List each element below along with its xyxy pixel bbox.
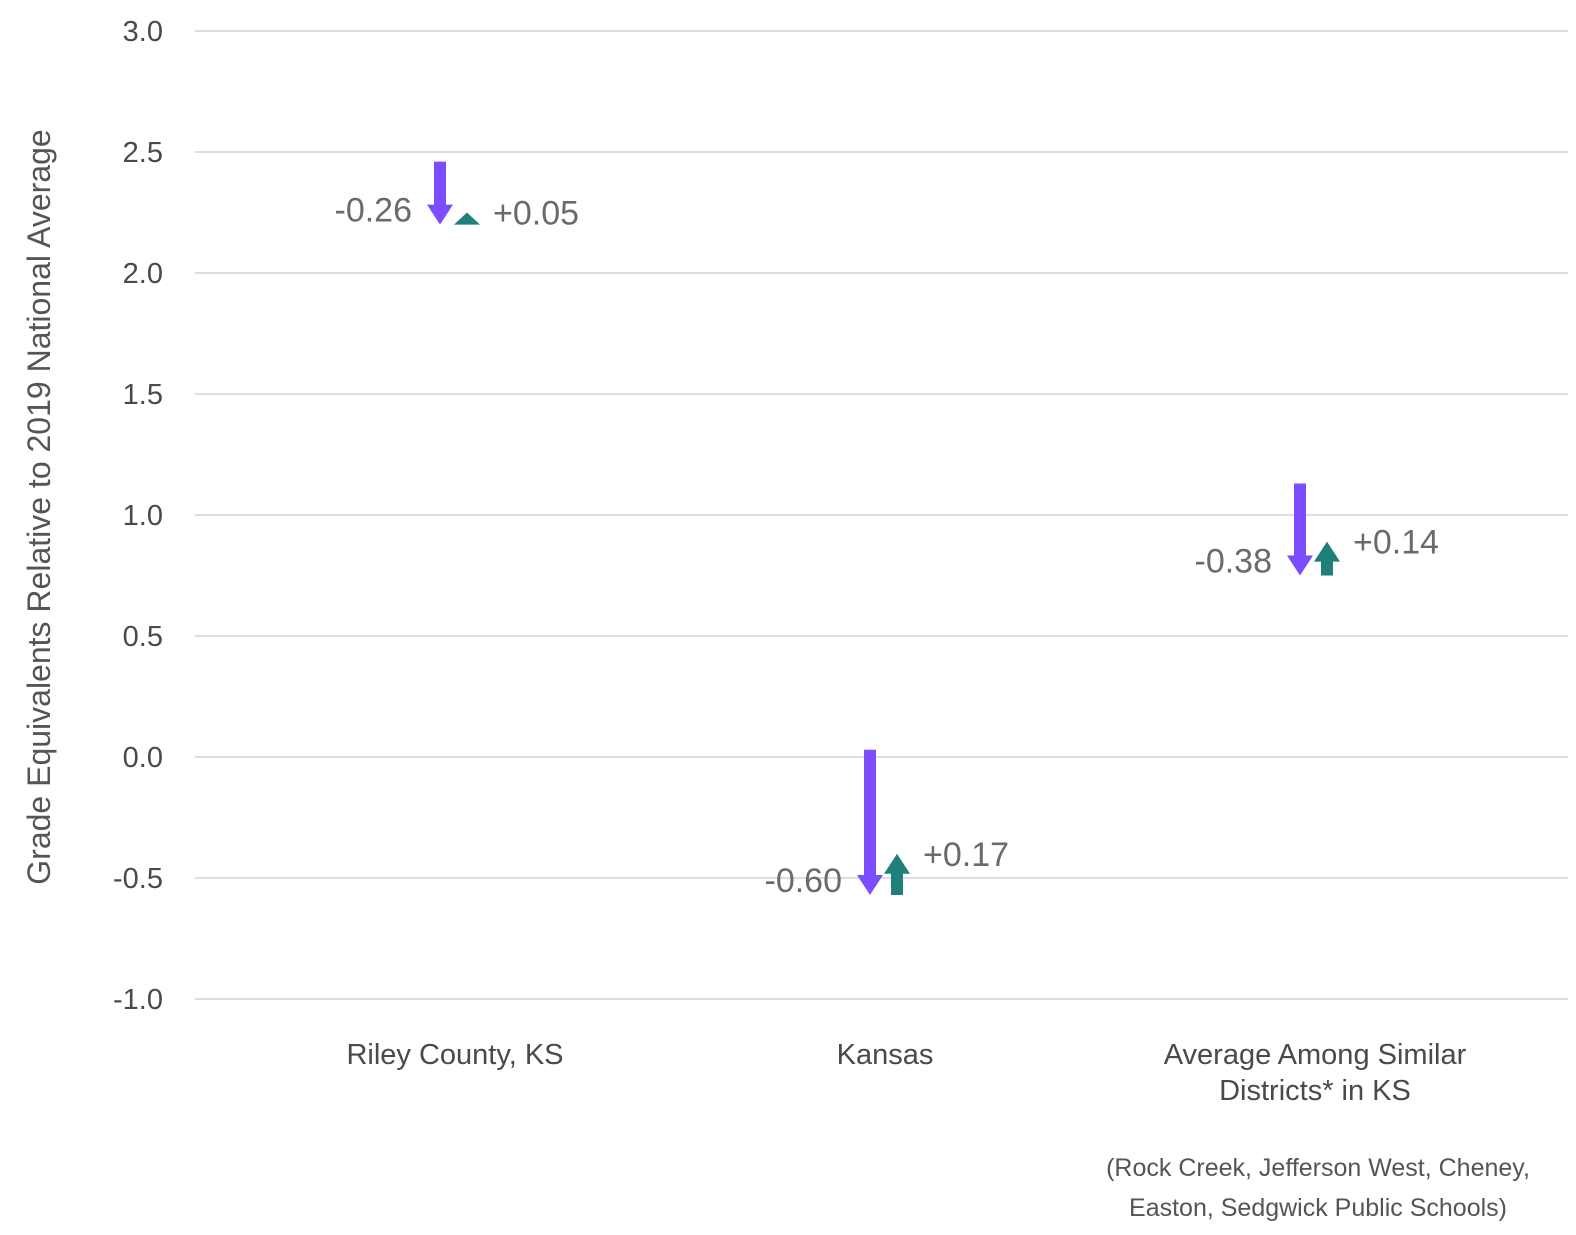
y-tick-label: -0.5 [113, 863, 163, 895]
y-tick-label: 0.5 [123, 621, 163, 653]
recovery-arrow [454, 212, 480, 225]
decline-label: -0.26 [335, 192, 413, 230]
footnote-line: (Rock Creek, Jefferson West, Cheney, [1106, 1154, 1530, 1182]
decline-arrow [1287, 483, 1313, 576]
recovery-label: +0.17 [923, 836, 1009, 874]
y-tick-label: 1.0 [123, 500, 163, 532]
y-axis-title: Grade Equivalents Relative to 2019 Natio… [21, 129, 57, 884]
gridlines [195, 30, 1568, 1000]
x-category-label: Riley County, KS [346, 1039, 563, 1071]
y-tick-label: -1.0 [113, 984, 163, 1016]
y-tick-label: 0.0 [123, 742, 163, 774]
decline-label: -0.60 [765, 862, 843, 900]
y-tick-label: 2.5 [123, 137, 163, 169]
footnote-line: Easton, Sedgwick Public Schools) [1129, 1194, 1507, 1222]
recovery-arrow [1314, 541, 1340, 576]
y-axis-ticks: 3.0 2.5 2.0 1.5 1.0 0.5 0.0 -0.5 -1.0 [113, 16, 163, 1016]
x-axis-categories: Riley County, KS Kansas Average Among Simi… [346, 1039, 1466, 1107]
y-tick-label: 1.5 [123, 379, 163, 411]
x-category-label: Kansas [837, 1039, 934, 1071]
arrow-marks: -0.26 +0.05 -0.60 +0.17 -0.38 +0.14 [335, 161, 1439, 900]
footnote: (Rock Creek, Jefferson West, Cheney, East… [1106, 1154, 1530, 1222]
y-tick-label: 2.0 [123, 258, 163, 290]
decline-label: -0.38 [1195, 543, 1273, 581]
recovery-arrow [884, 853, 910, 895]
x-category-label: Average Among Similar [1164, 1039, 1467, 1071]
recovery-label: +0.05 [493, 195, 579, 233]
decline-arrow [857, 749, 883, 895]
recovery-label: +0.14 [1353, 524, 1439, 562]
y-tick-label: 3.0 [123, 16, 163, 48]
decline-arrow [427, 161, 453, 225]
x-category-label: Districts* in KS [1219, 1075, 1411, 1107]
